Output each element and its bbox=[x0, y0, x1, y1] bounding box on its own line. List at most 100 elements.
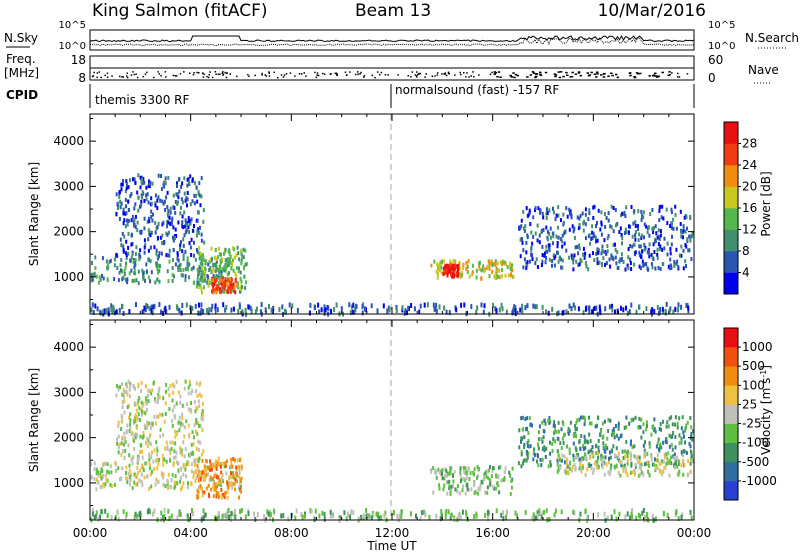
scatter-cell bbox=[545, 216, 548, 220]
scatter-cell bbox=[198, 245, 201, 250]
scatter-cell bbox=[553, 512, 556, 518]
scatter-cell bbox=[588, 449, 591, 454]
scatter-cell bbox=[591, 445, 594, 450]
nave-mark bbox=[355, 73, 357, 76]
scatter-cell bbox=[631, 470, 634, 475]
scatter-cell bbox=[180, 197, 183, 202]
scatter-cell bbox=[569, 209, 572, 214]
scatter-cell bbox=[125, 470, 127, 475]
nave-mark bbox=[599, 74, 603, 76]
scatter-cell bbox=[128, 453, 131, 458]
scatter-cell bbox=[165, 440, 168, 445]
scatter-cell bbox=[228, 251, 231, 256]
scatter-cell bbox=[582, 246, 585, 251]
scatter-cell bbox=[186, 402, 188, 407]
scatter-cell bbox=[658, 205, 661, 209]
scatter-cell bbox=[162, 462, 165, 467]
scatter-cell bbox=[146, 474, 149, 479]
scatter-cell bbox=[176, 481, 179, 486]
scatter-cell bbox=[99, 471, 102, 475]
scatter-cell bbox=[148, 219, 151, 224]
scatter-cell bbox=[528, 259, 531, 264]
scatter-cell bbox=[172, 390, 175, 395]
scatter-cell bbox=[210, 477, 213, 482]
scatter-cell bbox=[600, 210, 603, 215]
scatter-cell bbox=[144, 243, 147, 248]
scatter-cell bbox=[204, 512, 207, 518]
scatter-cell bbox=[93, 461, 96, 466]
scatter-cell bbox=[682, 235, 684, 240]
scatter-cell bbox=[625, 205, 628, 210]
scatter-cell bbox=[190, 217, 193, 222]
scatter-cell bbox=[249, 306, 252, 311]
scatter-cell bbox=[223, 286, 226, 291]
scatter-cell bbox=[606, 446, 609, 451]
scatter-cell bbox=[127, 251, 130, 256]
scatter-cell bbox=[151, 218, 154, 223]
velocity-colorbar-label-text: Velocity [m s bbox=[759, 378, 773, 455]
nave-mark bbox=[602, 76, 606, 78]
scatter-cell bbox=[608, 304, 611, 310]
scatter-cell bbox=[134, 474, 137, 479]
nave-mark bbox=[264, 74, 266, 76]
scatter-cell bbox=[546, 237, 549, 242]
scatter-cell bbox=[177, 220, 180, 225]
scatter-cell bbox=[465, 310, 468, 316]
scatter-cell bbox=[410, 303, 413, 308]
scatter-cell bbox=[106, 277, 109, 282]
scatter-cell bbox=[165, 195, 168, 200]
scatter-cell bbox=[238, 458, 241, 463]
scatter-cell bbox=[278, 307, 281, 313]
scatter-cell bbox=[525, 250, 528, 255]
nave-mark bbox=[491, 71, 493, 74]
scatter-cell bbox=[606, 436, 609, 441]
nave-mark bbox=[289, 72, 292, 74]
scatter-cell bbox=[155, 477, 158, 482]
scatter-cell bbox=[536, 238, 539, 243]
scatter-cell bbox=[133, 433, 136, 438]
scatter-cell bbox=[590, 466, 593, 471]
scatter-cell bbox=[629, 257, 632, 262]
scatter-cell bbox=[207, 483, 210, 488]
scatter-cell bbox=[610, 204, 613, 209]
scatter-cell bbox=[441, 471, 443, 476]
scatter-cell bbox=[121, 231, 124, 236]
scatter-cell bbox=[625, 305, 627, 311]
nave-mark bbox=[229, 73, 231, 75]
scatter-cell bbox=[592, 231, 595, 236]
scatter-cell bbox=[190, 267, 193, 272]
scatter-cell bbox=[612, 243, 615, 248]
scatter-cell bbox=[207, 465, 210, 470]
scatter-cell bbox=[615, 463, 618, 468]
scatter-cell bbox=[147, 421, 150, 426]
scatter-cell bbox=[640, 470, 643, 475]
scatter-cell bbox=[179, 211, 182, 216]
scatter-cell bbox=[625, 450, 628, 455]
scatter-cell bbox=[473, 472, 475, 477]
scatter-cell bbox=[595, 460, 598, 464]
scatter-cell bbox=[540, 514, 543, 519]
scatter-cell bbox=[514, 305, 517, 311]
scatter-cell bbox=[124, 265, 127, 270]
scatter-cell bbox=[504, 273, 507, 278]
scatter-cell bbox=[271, 308, 274, 314]
scatter-cell bbox=[440, 270, 443, 275]
scatter-cell bbox=[604, 225, 607, 229]
scatter-cell bbox=[131, 241, 134, 246]
scatter-cell bbox=[536, 510, 539, 516]
scatter-cell bbox=[572, 453, 575, 458]
scatter-cell bbox=[121, 182, 124, 187]
nave-mark bbox=[164, 71, 167, 73]
scatter-cell bbox=[133, 177, 136, 182]
scatter-cell bbox=[525, 458, 528, 463]
scatter-cell bbox=[195, 381, 198, 386]
scatter-cell bbox=[663, 452, 666, 457]
scatter-cell bbox=[178, 189, 181, 194]
scatter-cell bbox=[220, 269, 223, 274]
nsky-tick-bottom: 10^0 bbox=[59, 41, 86, 52]
scatter-cell bbox=[531, 515, 534, 521]
scatter-cell bbox=[599, 432, 602, 437]
scatter-cell bbox=[659, 422, 662, 427]
scatter-cell bbox=[237, 285, 240, 290]
